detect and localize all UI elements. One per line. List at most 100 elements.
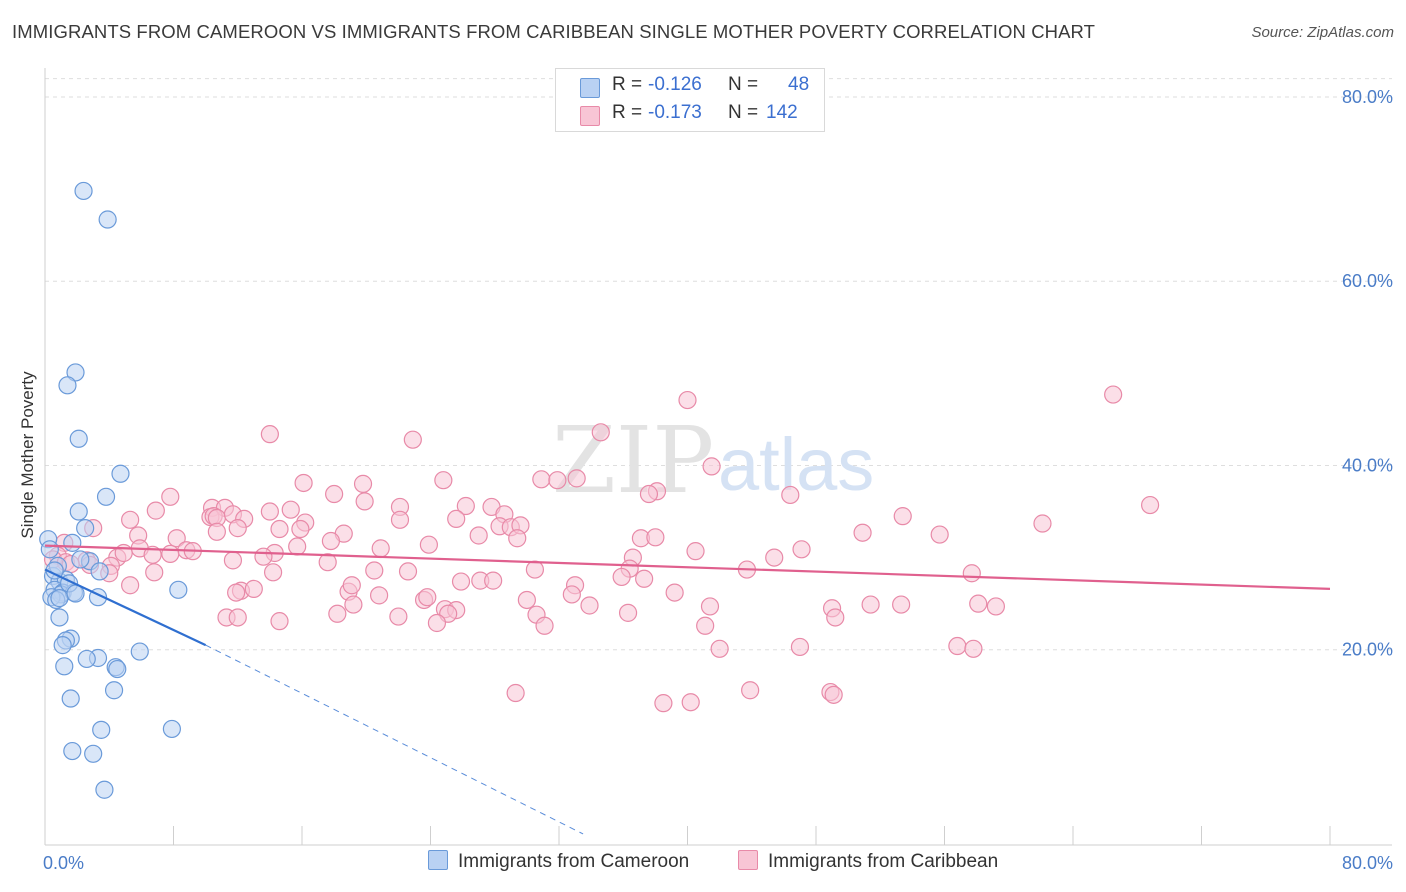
caribbean-point [790,637,810,657]
caribbean-point [145,563,164,582]
cameroon-point [95,780,114,799]
caribbean-point [121,510,140,529]
caribbean-point [964,639,983,658]
caribbean-point [535,616,554,635]
caribbean-point [390,510,410,529]
caribbean-point [893,507,912,526]
caribbean-point [548,471,567,490]
caribbean-point [403,430,422,449]
caribbean-point [227,583,246,602]
caribbean-point [525,560,545,579]
caribbean-point [254,547,273,566]
caribbean-point [294,473,313,493]
legend-n-label: N = [728,102,759,123]
legend-r-label: R = [612,102,643,123]
caribbean-point [861,595,880,614]
caribbean-point [484,571,503,590]
source-label: Source: ZipAtlas.com [1251,24,1394,41]
x-tick-labels: 0.0% 80.0% [43,853,1393,873]
caribbean-point [451,572,471,591]
caribbean-point [696,616,715,635]
cameroon-point [50,608,69,627]
caribbean-point [853,523,872,542]
bottom-legend-label-caribbean: Immigrants from Caribbean [768,851,999,872]
y-axis-label: Single Mother Poverty [18,371,37,539]
caribbean-point [686,542,705,561]
caribbean-point [591,423,610,442]
legend-r-label: R = [612,74,643,95]
y-tick-label: 40.0% [1342,455,1393,475]
cameroon-point [63,533,82,552]
legend-n-label: N = [728,74,759,95]
y-tick-labels: 20.0% 40.0% 60.0% 80.0% [1342,87,1393,660]
axes [44,68,1392,846]
caribbean-point [567,469,586,488]
caribbean-point [710,639,729,658]
caribbean-point [328,604,347,623]
caribbean-point [270,519,289,539]
y-tick-label: 60.0% [1342,271,1393,291]
caribbean-point [371,539,390,558]
series-caribbean-points [43,385,1160,713]
caribbean-point [562,585,581,604]
caribbean-point [665,583,684,602]
caribbean-point [517,590,536,610]
caribbean-point [121,576,140,595]
caribbean-point [612,567,631,587]
caribbean-point [618,603,638,622]
caribbean-point [781,485,800,505]
caribbean-point [969,594,988,613]
caribbean-point [434,471,453,490]
cameroon-trend-extension [205,644,584,835]
caribbean-point [646,528,665,547]
cameroon-point [92,720,111,739]
legend-row-caribbean: R = -0.173 N = 142 [556,102,824,130]
caribbean-point [824,685,843,704]
cameroon-point [66,363,85,382]
legend-r-value-cameroon: -0.126 [648,74,702,95]
caribbean-point [508,529,527,548]
caribbean-point [288,537,307,556]
caribbean-point [678,390,697,410]
caribbean-point [1104,385,1123,404]
cameroon-point [98,210,117,229]
legend-n-value-caribbean: 142 [766,102,798,123]
cameroon-point [58,376,77,395]
cameroon-point [63,741,82,761]
caribbean-point [244,579,263,599]
caribbean-point [427,613,447,633]
caribbean-point [419,535,438,554]
caribbean-point [281,500,300,519]
grid-lines [45,78,1392,651]
cameroon-point [130,642,149,661]
caribbean-point [270,612,289,631]
caribbean-point [469,526,488,545]
x-tick-label: 80.0% [1342,853,1393,873]
caribbean-point [1140,495,1160,515]
caribbean-point [344,595,363,614]
cameroon-point [61,689,80,708]
y-tick-label: 20.0% [1342,640,1393,660]
legend-swatch-caribbean [580,106,600,126]
caribbean-point [228,608,247,627]
legend-box: R = -0.126 N = 48 R = -0.173 N = 142 [555,68,825,132]
cameroon-point [84,744,103,763]
caribbean-point [930,525,949,544]
caribbean-point [260,502,279,521]
caribbean-point [167,529,186,548]
cameroon-point [96,487,116,506]
cameroon-point [53,636,72,655]
cameroon-point [162,719,181,739]
caribbean-point [639,484,659,504]
legend-row-cameroon: R = -0.126 N = 48 [556,74,824,102]
cameroon-trend-line [44,568,207,647]
caribbean-point [223,551,243,570]
bottom-legend-label-cameroon: Immigrants from Cameroon [458,851,690,872]
caribbean-point [143,545,162,564]
bottom-legend-swatch-cameroon [428,850,448,870]
caribbean-point [260,425,279,444]
cameroon-point [69,502,88,521]
caribbean-point [447,509,466,529]
caribbean-point [321,531,341,551]
